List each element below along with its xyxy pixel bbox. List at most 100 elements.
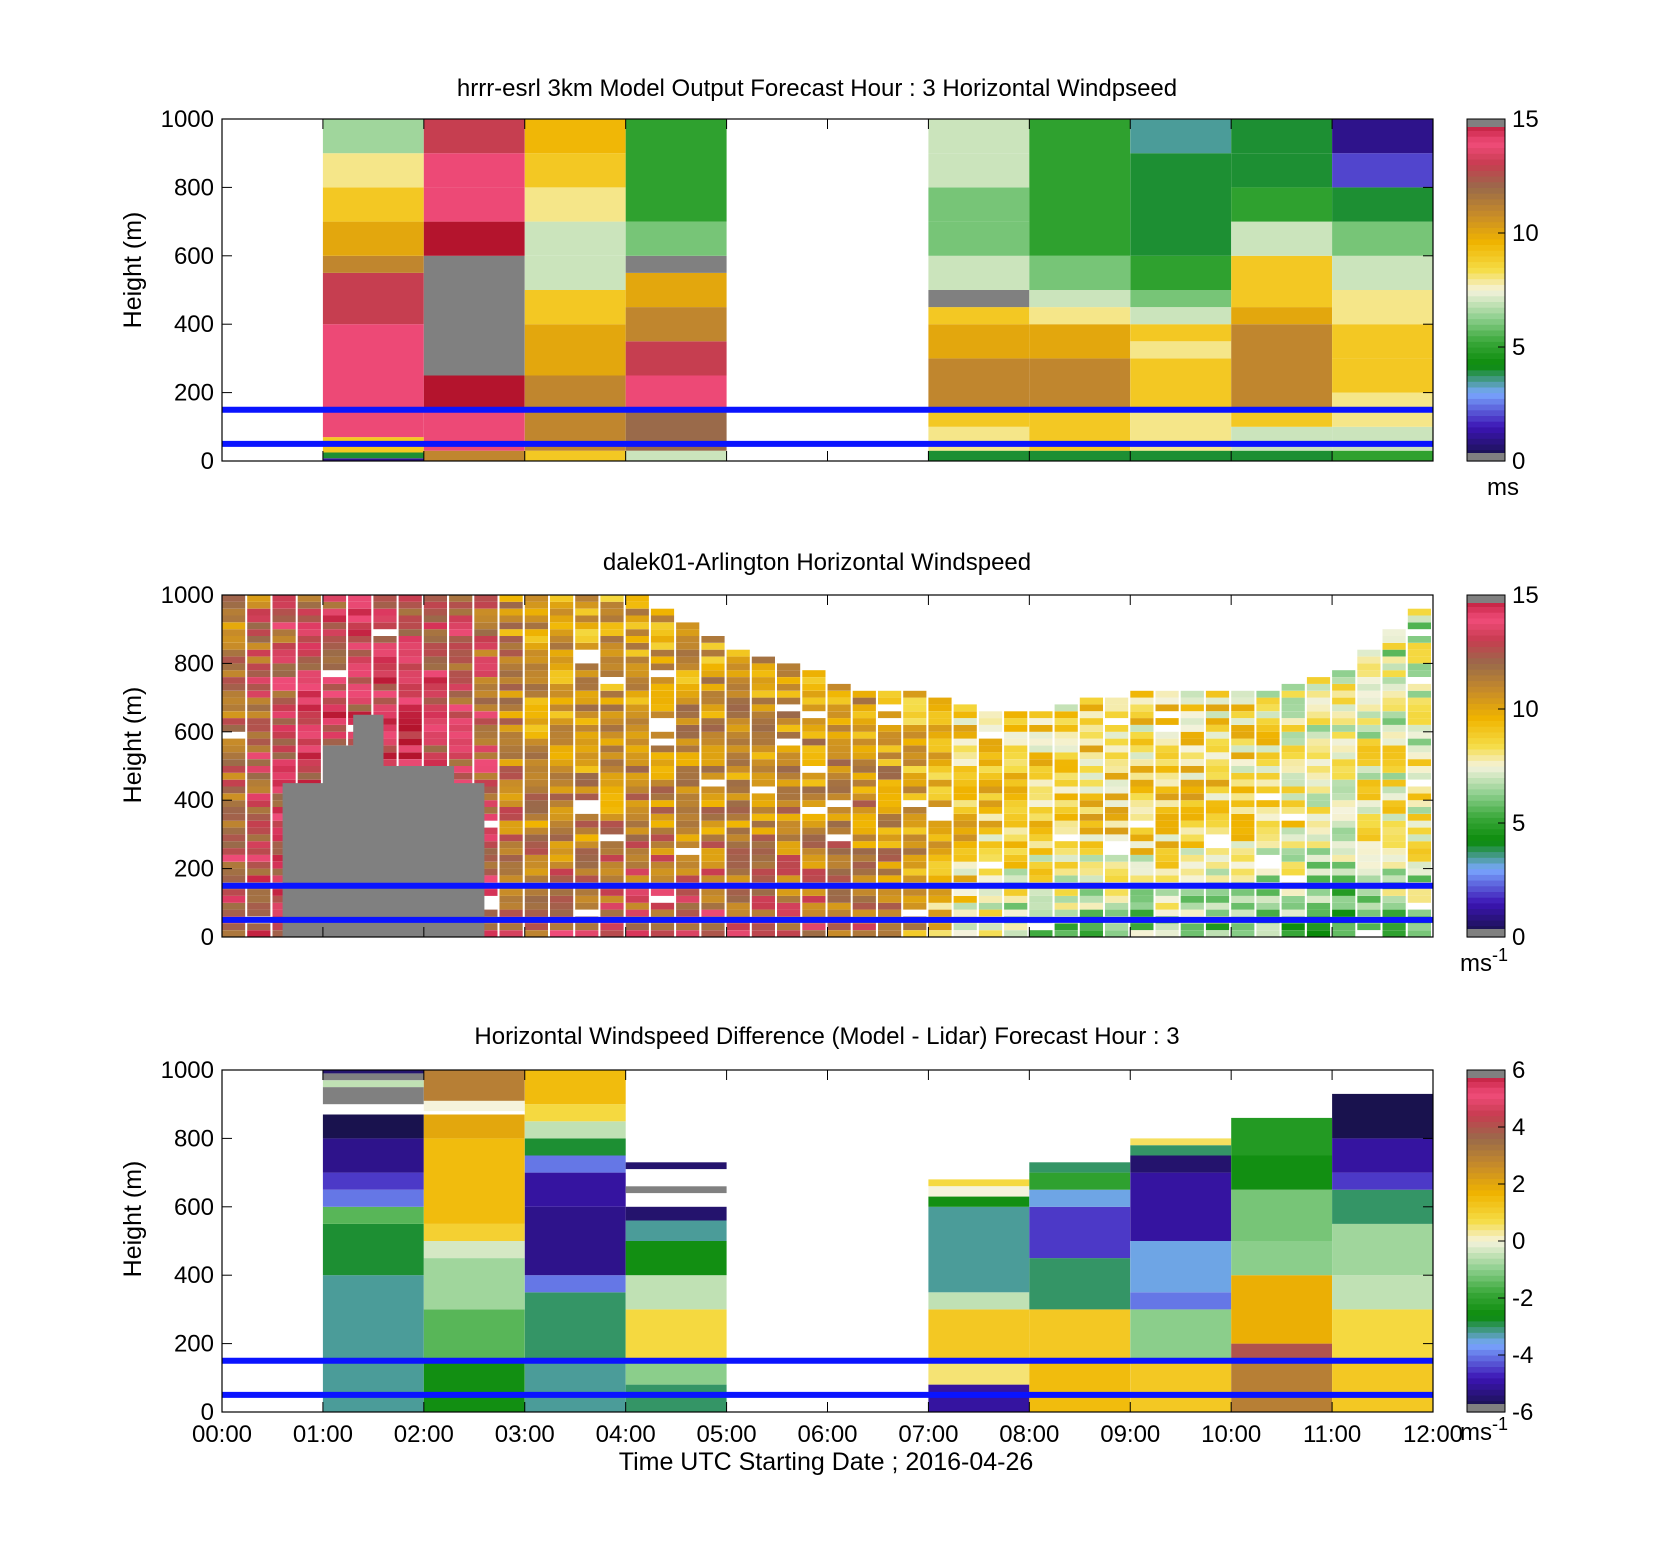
heatmap-cell [903,745,927,753]
heatmap-cell [777,772,801,780]
heatmap-cell [373,711,397,719]
heatmap-cell [903,868,927,876]
heatmap-cell [676,690,700,698]
heatmap-cell [676,670,700,677]
heatmap-cell [777,875,801,883]
heatmap-cell [247,690,271,698]
heatmap-cell [726,690,750,698]
heatmap-cell [1029,820,1053,828]
heatmap-cell [928,820,952,828]
heatmap-cell [348,629,372,636]
heatmap-cell [524,807,548,814]
heatmap-cell [600,889,624,896]
heatmap-cell [1054,711,1078,719]
heatmap-cell [423,738,447,746]
heatmap-cell [322,1138,424,1173]
heatmap-cell [222,759,246,766]
heatmap-cell [676,745,700,753]
heatmap-cell [625,704,649,712]
heatmap-cell [1205,868,1230,876]
heatmap-cell [625,800,649,807]
colorbar-overflow-cap [1467,595,1505,603]
heatmap-cell [1155,793,1179,801]
heatmap-cell [1306,896,1331,903]
heatmap-cell [1105,800,1129,807]
heatmap-cell [499,841,523,848]
colorbar-segment [1467,811,1505,818]
heatmap-cell [1332,690,1356,698]
heatmap-cell [1180,690,1204,698]
heatmap-cell [625,786,649,794]
heatmap-cell [928,450,1030,461]
colorbar-segment [1467,697,1505,704]
heatmap-cell [726,649,750,657]
heatmap-cell [222,875,246,883]
colorbar-segment [1467,1303,1505,1310]
colorbar-segment [1467,1394,1505,1402]
heatmap-cell [575,718,599,725]
heatmap-cell [1155,861,1179,869]
heatmap-cell [953,834,977,842]
heatmap-cell [550,615,574,623]
heatmap-cell [524,670,548,677]
heatmap-cell [802,772,826,780]
heatmap-cell [575,875,599,883]
heatmap-cell [1407,807,1431,814]
heatmap-cell [1029,1258,1131,1310]
colorbar-segment [1467,737,1505,744]
heatmap-cell [272,759,296,766]
heatmap-cell [1205,854,1230,862]
heatmap-cell [1407,875,1431,883]
heatmap-cell [903,861,927,869]
heatmap-cell [625,1186,727,1194]
heatmap-cell [373,738,397,746]
heatmap-cell [600,649,624,657]
colorbar-segment [1467,600,1505,607]
heatmap-cell [474,595,498,602]
heatmap-cell [550,759,574,766]
heatmap-cell [1256,731,1280,739]
heatmap-cell [1180,896,1204,903]
heatmap-cell [499,725,523,732]
heatmap-cell [928,711,952,719]
heatmap-cell [1029,848,1053,855]
heatmap-cell [676,779,700,787]
heatmap-cell [625,1360,727,1385]
colorbar-segment [1467,1269,1505,1276]
heatmap-cell [222,622,246,630]
heatmap-cell [1332,896,1356,903]
heatmap-cell [222,697,246,705]
heatmap-cell [1180,868,1204,876]
heatmap-cell [222,909,246,917]
heatmap-cell [1407,690,1431,698]
heatmap-cell [953,704,977,712]
colorbar-segment [1467,845,1505,853]
heatmap-cell [1130,834,1154,842]
heatmap-cell [676,731,700,739]
heatmap-cell [903,718,927,725]
heatmap-cell [1180,759,1204,766]
heatmap-cell [1281,759,1305,766]
heatmap-cell [222,738,246,746]
heatmap-cell [1357,820,1381,828]
heatmap-cell [524,629,548,636]
heatmap-cell [1155,718,1179,725]
heatmap-cell [852,889,876,896]
heatmap-cell [247,800,271,807]
heatmap-cell [726,889,750,896]
heatmap-cell [474,827,498,835]
heatmap-cell [852,697,876,705]
heatmap-cell [1105,731,1129,739]
heatmap-cell [928,1384,1030,1412]
heatmap-cell [600,807,624,814]
heatmap-cell [852,861,876,869]
heatmap-cell [1029,718,1053,725]
heatmap-cell [878,896,902,903]
colorbar-segment [1467,634,1505,642]
heatmap-cell [1029,834,1053,842]
heatmap-cell [1231,409,1333,427]
heatmap-cell [474,636,498,643]
heatmap-cell [1281,793,1305,801]
heatmap-cell [550,930,574,937]
heatmap-cell [1004,731,1028,739]
